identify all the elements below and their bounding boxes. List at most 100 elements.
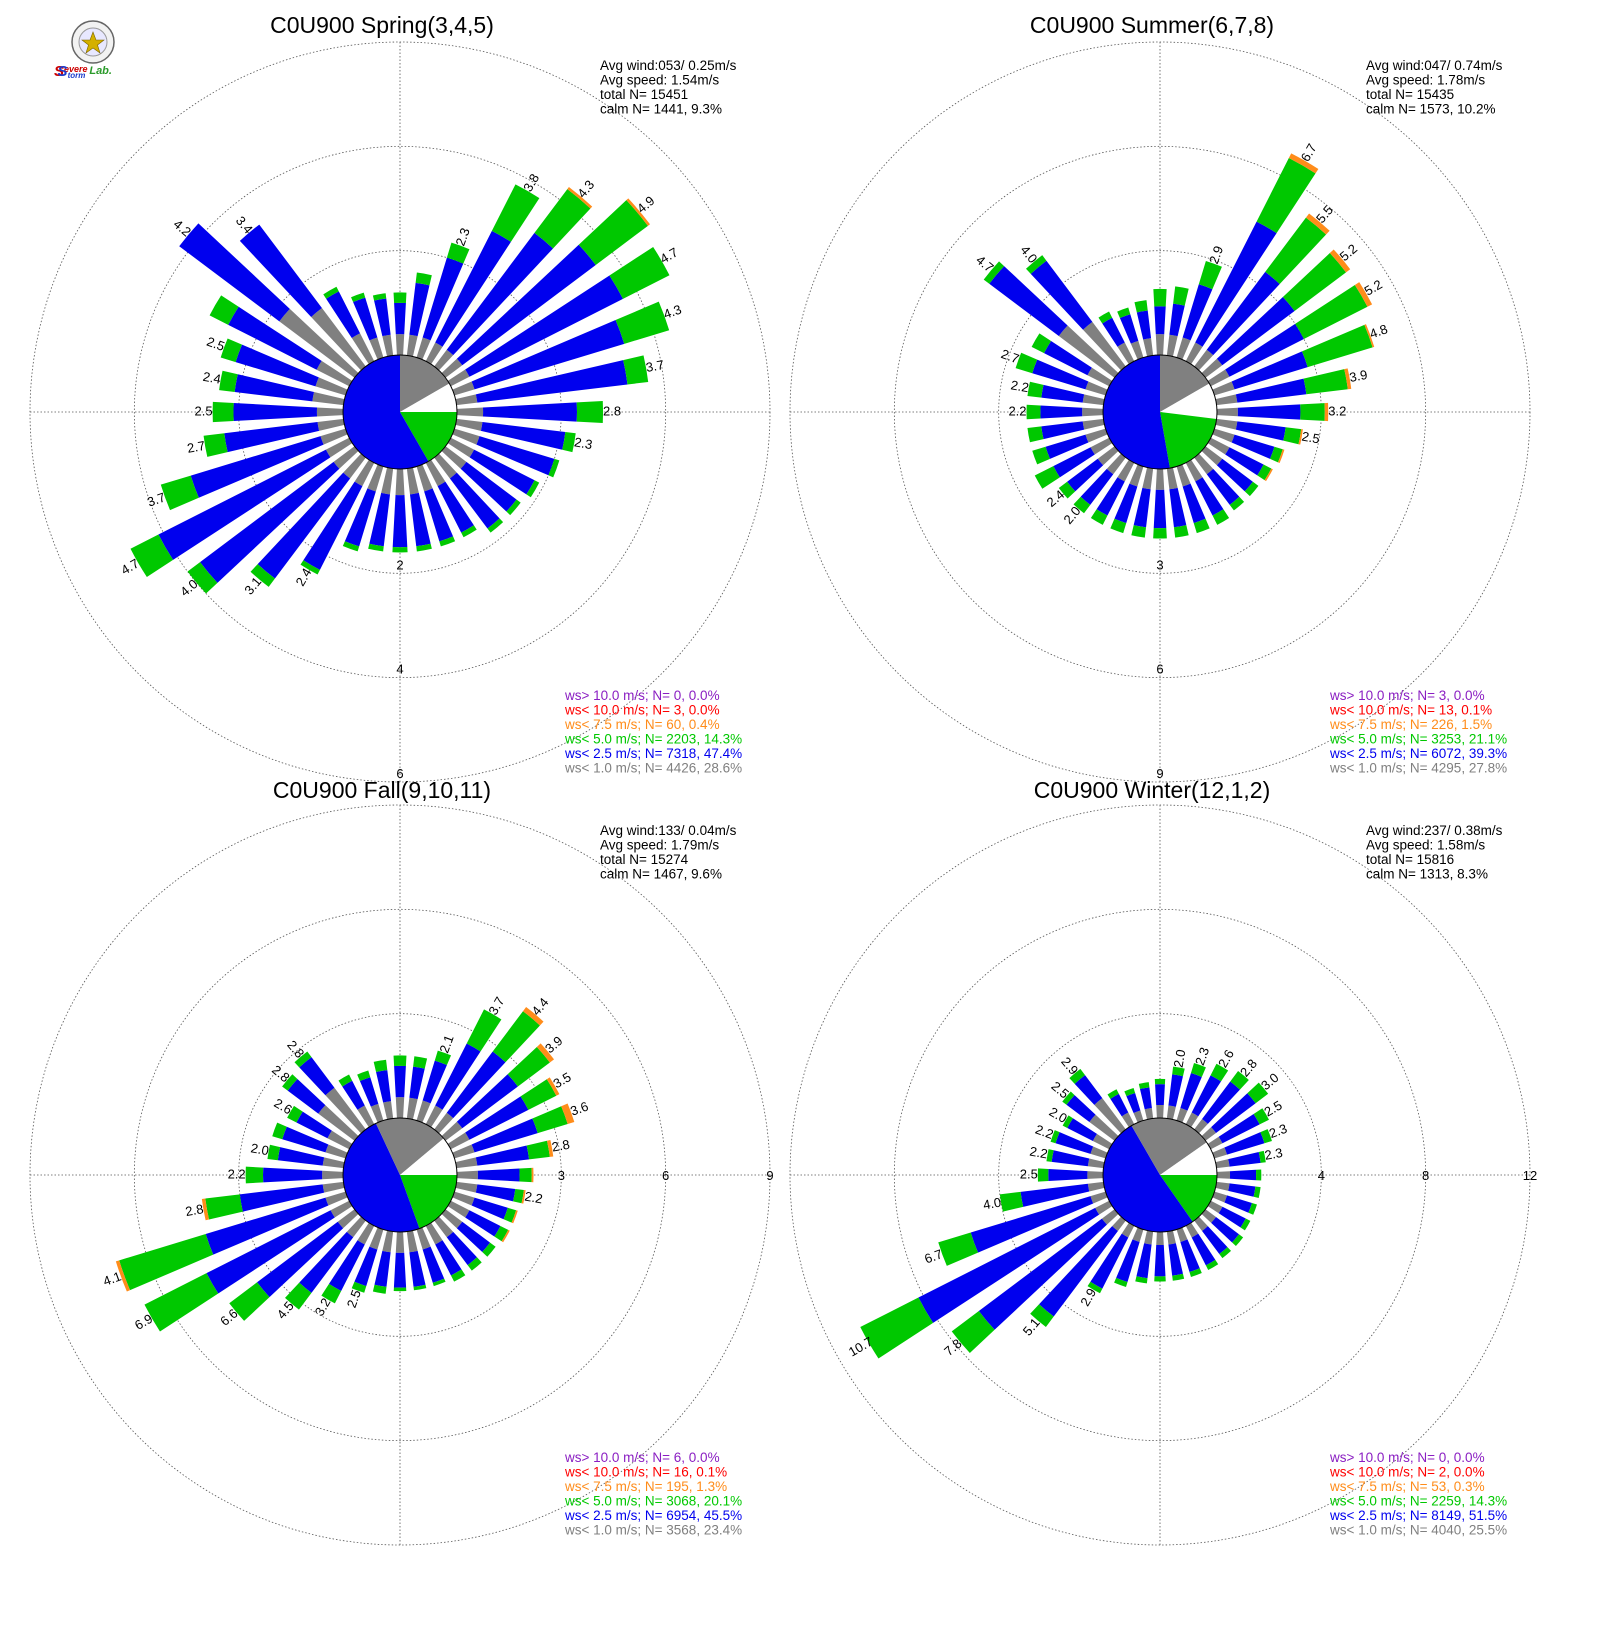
bar-seg-lt2_5 xyxy=(446,1231,477,1266)
bar-seg-lt1 xyxy=(455,1181,478,1193)
range-ring xyxy=(238,1013,562,1337)
bar-total-label: 2.8 xyxy=(603,403,621,418)
pie-slice xyxy=(400,383,457,412)
bar-seg-lt5 xyxy=(1253,1108,1269,1125)
bar-seg-lt2_5 xyxy=(263,1167,323,1183)
bar-seg-lt5 xyxy=(1031,333,1052,354)
bar-seg-lt2_5 xyxy=(299,1231,354,1293)
panel-title: C0U900 Winter(12,1,2) xyxy=(1034,777,1271,803)
bar-seg-lt2_5 xyxy=(299,1057,335,1096)
legend-entry: ws< 10.0 m/s; N= 16, 0.1% xyxy=(564,1465,727,1480)
bar-seg-lt1 xyxy=(1090,1146,1108,1159)
bar-seg-lt2_5 xyxy=(353,297,378,341)
bar-seg-lt1 xyxy=(425,1222,443,1245)
bar-seg-lt5 xyxy=(1232,1234,1244,1247)
ring-label: 8 xyxy=(1422,1168,1429,1183)
bar-seg-lt5 xyxy=(1062,1091,1075,1105)
bar-seg-lt5 xyxy=(282,1074,298,1091)
legend-entry: ws< 7.5 m/s; N= 53, 0.3% xyxy=(1329,1479,1485,1494)
bar-seg-lt5 xyxy=(1172,1066,1185,1077)
bar-seg-lt5 xyxy=(1270,446,1283,463)
bar-total-label: 2.2 xyxy=(1028,1144,1048,1162)
bar-seg-lt1 xyxy=(1090,1191,1108,1204)
pie-slice xyxy=(400,1175,457,1229)
bar-seg-lt2_5 xyxy=(477,1168,520,1182)
bar-total-label: 3.7 xyxy=(645,357,665,375)
bar-seg-lt5 xyxy=(205,1194,243,1220)
range-ring xyxy=(998,1013,1322,1337)
bar-seg-lt5 xyxy=(351,1281,367,1293)
legend-entry: ws< 1.0 m/s; N= 4295, 27.8% xyxy=(1329,761,1507,776)
bar-seg-lt2_5 xyxy=(1195,221,1277,347)
bar-seg-lt5 xyxy=(1034,466,1060,489)
bar-seg-lt1 xyxy=(1121,1112,1135,1128)
bar-seg-lt2_5 xyxy=(1218,1206,1246,1228)
bar-seg-lt1 xyxy=(447,1132,470,1150)
bar-seg-lt5 xyxy=(130,534,174,578)
bar-seg-lt1 xyxy=(1083,321,1126,371)
bar-seg-lt2_5 xyxy=(277,1147,325,1166)
bar-seg-lt2_5 xyxy=(205,1197,329,1255)
bar-seg-lt1 xyxy=(1216,407,1238,417)
bar-seg-lt1 xyxy=(1058,325,1119,378)
bar-seg-lt2_5 xyxy=(422,1060,447,1104)
bar-seg-lt2_5 xyxy=(471,320,625,390)
bar-seg-lt1 xyxy=(434,453,457,479)
bar-seg-lt2_5 xyxy=(1066,1095,1096,1122)
bar-seg-lt2_5 xyxy=(1228,1183,1256,1197)
bar-seg-lt1 xyxy=(1087,367,1113,387)
bar-seg-lt5 xyxy=(532,1106,568,1134)
bar-seg-lt1 xyxy=(1155,334,1165,356)
wind-rose-panel-1: C0U900 Summer(6,7,8)3692.96.75.55.25.24.… xyxy=(789,12,1531,783)
bar-seg-lt5 xyxy=(1046,1149,1054,1162)
bar-seg-lt5 xyxy=(1069,1068,1086,1084)
stat-line: total N= 15451 xyxy=(600,87,688,102)
bar-seg-lt1 xyxy=(325,1087,366,1134)
stat-line: Avg wind:133/ 0.04m/s xyxy=(600,823,737,838)
bar-seg-lt1 xyxy=(1207,437,1230,455)
stat-line: Avg wind:053/ 0.25m/s xyxy=(600,58,737,73)
bar-seg-lt2_5 xyxy=(1231,434,1275,459)
bar-seg-lt1 xyxy=(447,369,470,387)
bar-seg-lt1 xyxy=(395,468,405,496)
stat-line: calm N= 1313, 8.3% xyxy=(1366,867,1488,882)
speed-legend: ws> 10.0 m/s; N= 0, 0.0%ws< 10.0 m/s; N=… xyxy=(564,688,742,776)
bar-total-label: 2.1 xyxy=(436,1033,456,1055)
bar-seg-lt5 xyxy=(1282,253,1347,311)
bar-seg-lt1 xyxy=(317,418,345,431)
legend-entry: ws< 5.0 m/s; N= 2259, 14.3% xyxy=(1329,1494,1507,1509)
bar-seg-lt2_5 xyxy=(465,1210,501,1237)
pie-slice xyxy=(1103,355,1170,469)
bar-seg-lt2_5 xyxy=(1168,1074,1183,1107)
bar-total-label: 2.2 xyxy=(523,1189,543,1207)
bar-seg-lt1 xyxy=(1207,369,1230,387)
pie-outline xyxy=(342,354,458,470)
bar-seg-lt2_5 xyxy=(446,1051,506,1119)
bar-seg-lt1 xyxy=(381,467,394,495)
bar-seg-lt5 xyxy=(144,1273,219,1332)
bar-seg-lt5 xyxy=(494,1225,509,1242)
bar-seg-lt5 xyxy=(1058,481,1076,499)
bar-seg-lt5 xyxy=(119,1234,214,1291)
direction-bars: 2.0 2.3 2.6 2.83.02.52.32.32.95.17.810.76.7… xyxy=(846,1045,1289,1359)
bar-seg-lt1 xyxy=(1212,1147,1228,1159)
bar-seg-lt2_5 xyxy=(1096,477,1125,516)
bar-total-label: 2.7 xyxy=(186,438,206,456)
bar-seg-lt2_5 xyxy=(409,1250,426,1287)
bar-seg-lt1 xyxy=(1201,1209,1217,1223)
bar-seg-lt2_5 xyxy=(224,421,320,453)
bar-seg-lt2_5 xyxy=(393,1252,407,1288)
bar-seg-lt5 xyxy=(415,272,432,286)
bar-seg-lt2_5 xyxy=(1155,1084,1165,1106)
bar-seg-lt5 xyxy=(245,1166,264,1184)
bar-total-label: 2.7 xyxy=(999,346,1021,366)
bar-seg-lt1 xyxy=(382,334,394,357)
bar-seg-lt7_5 xyxy=(1354,282,1373,307)
bar-seg-lt1 xyxy=(325,1144,348,1159)
bar-seg-lt2_5 xyxy=(1048,1168,1088,1182)
pie-slice xyxy=(1160,412,1217,469)
pie-slice xyxy=(1160,383,1217,419)
bar-seg-lt1 xyxy=(330,1200,353,1218)
bar-seg-lt5 xyxy=(212,401,234,423)
